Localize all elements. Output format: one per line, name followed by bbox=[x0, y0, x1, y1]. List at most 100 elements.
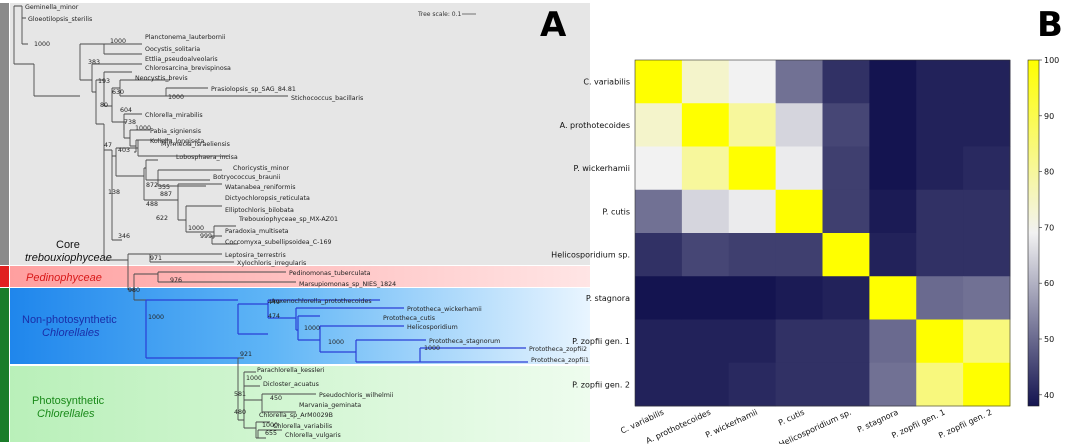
heatmap-cell bbox=[681, 233, 730, 277]
bootstrap-value: 999 bbox=[200, 233, 212, 240]
heatmap-row-label: P. zopfii gen. 2 bbox=[572, 380, 630, 389]
bootstrap-value: 403 bbox=[118, 147, 130, 154]
taxon-label: Stichococcus_bacillaris bbox=[291, 95, 363, 102]
colorbar bbox=[1027, 59, 1040, 407]
heatmap-cell bbox=[963, 362, 1011, 407]
heatmap-cell bbox=[963, 103, 1011, 147]
taxon-label: Chlorella_variabilis bbox=[273, 423, 332, 430]
heatmap bbox=[634, 59, 1011, 407]
heatmap-cell bbox=[869, 103, 917, 147]
heatmap-cell bbox=[728, 189, 777, 234]
heatmap-cell bbox=[775, 276, 823, 320]
colorbar-tick-label: 100 bbox=[1044, 56, 1059, 65]
taxon-label: Choricystis_minor bbox=[233, 165, 289, 172]
heatmap-cell bbox=[775, 60, 823, 104]
pedino-side-bar bbox=[0, 266, 9, 287]
taxon-label: Botryococcus_braunii bbox=[213, 174, 281, 181]
colorbar-ticks: 40 50 60 70 80 90 100 bbox=[1039, 56, 1059, 400]
heatmap-cell bbox=[963, 319, 1011, 364]
bootstrap-value: 630 bbox=[112, 89, 124, 96]
taxon-label: Xylochloris_irregularis bbox=[237, 260, 306, 267]
taxon-label: Myrmecia_israeliensis bbox=[161, 141, 230, 148]
heatmap-cell bbox=[822, 146, 870, 191]
bootstrap-value: 604 bbox=[120, 107, 132, 114]
heatmap-cell bbox=[916, 233, 964, 277]
taxon-label: Pedinomonas_tuberculata bbox=[289, 270, 371, 277]
taxon-label: Lobosphaera_incisa bbox=[176, 154, 238, 161]
heatmap-cell bbox=[728, 362, 777, 407]
tree-branches-chlorellales bbox=[145, 299, 528, 439]
heatmap-cell bbox=[916, 146, 964, 191]
taxon-label: Parachlorella_kessleri bbox=[257, 367, 325, 374]
bootstrap-value: 1000 bbox=[304, 325, 320, 332]
heatmap-cell bbox=[963, 60, 1011, 104]
bootstrap-value: 355 bbox=[158, 184, 170, 191]
heatmap-cell bbox=[635, 276, 683, 320]
taxon-label: Prototheca_wickerhamii bbox=[407, 306, 482, 313]
heatmap-cell bbox=[728, 233, 777, 277]
bootstrap-value: 655 bbox=[265, 430, 277, 437]
heatmap-cell bbox=[635, 60, 683, 104]
bootstrap-value: 1000 bbox=[262, 422, 278, 429]
photo-label-2: Chlorellales bbox=[37, 408, 95, 420]
heatmap-cell bbox=[916, 276, 964, 320]
taxon-label: Prasiolopsis_sp_SAG_84.81 bbox=[211, 86, 296, 93]
taxa-labels: Geminella_minor Gloeotilopsis_sterilis P… bbox=[25, 4, 589, 439]
heatmap-cell bbox=[681, 319, 730, 364]
taxon-label: Prototheca_zopfii2 bbox=[529, 346, 587, 353]
heatmap-row-label: P. zopfii gen. 1 bbox=[572, 337, 630, 346]
heatmap-row-label: A. prothotecoides bbox=[560, 121, 630, 130]
nonphoto-label: Non-photosynthetic bbox=[22, 314, 117, 326]
heatmap-frame bbox=[634, 59, 1011, 407]
heatmap-row-label: P. stagnora bbox=[586, 294, 630, 303]
heatmap-cell bbox=[963, 189, 1011, 234]
bootstrap-value: 1000 bbox=[110, 38, 126, 45]
heatmap-cell bbox=[775, 233, 823, 277]
heatmap-cell bbox=[963, 146, 1011, 191]
bootstrap-value: 1000 bbox=[188, 225, 204, 232]
core-label: Core bbox=[56, 239, 80, 251]
heatmap-cell bbox=[728, 60, 777, 104]
bootstrap-value: 971 bbox=[150, 255, 162, 262]
colorbar-tick-label: 40 bbox=[1044, 391, 1054, 400]
taxon-label: Planctonema_lauterbornii bbox=[145, 34, 226, 41]
heatmap-cell bbox=[916, 60, 964, 104]
bootstrap-values: 1000 1000 383 193 630 1000 80 604 738 10… bbox=[34, 38, 440, 437]
heatmap-cell bbox=[822, 103, 870, 147]
colorbar-tick-label: 70 bbox=[1044, 223, 1054, 232]
non-photosynthetic-band bbox=[10, 288, 590, 364]
tree-scale-label: Tree scale: 0.1 bbox=[417, 11, 462, 18]
pedino-label: Pedinophyceae bbox=[26, 272, 102, 284]
taxon-label: Trebouxiophyceae_sp_MX-AZ01 bbox=[238, 216, 338, 223]
bootstrap-value: 474 bbox=[268, 313, 280, 320]
heatmap-cell bbox=[635, 319, 683, 364]
heatmap-cell bbox=[728, 146, 777, 191]
taxon-label: Marvania_geminata bbox=[299, 402, 361, 409]
bootstrap-value: 1000 bbox=[424, 345, 440, 352]
heatmap-row-label: Helicosporidium sp. bbox=[551, 251, 630, 260]
heatmap-cell bbox=[963, 233, 1011, 277]
heatmap-cell bbox=[822, 233, 870, 277]
heatmap-cell bbox=[681, 189, 730, 234]
taxon-label: Chlorella_vulgaris bbox=[285, 432, 341, 439]
taxon-label: Geminella_minor bbox=[25, 4, 79, 11]
taxon-label: Marsupiomonas_sp_NIES_1824 bbox=[299, 281, 396, 288]
heatmap-cell bbox=[822, 189, 870, 234]
heatmap-cell bbox=[869, 362, 917, 407]
heatmap-cell bbox=[635, 146, 683, 191]
heatmap-cell bbox=[728, 103, 777, 147]
heatmap-cell bbox=[869, 146, 917, 191]
bootstrap-value: 1000 bbox=[34, 41, 50, 48]
panel-a: Core trebouxiophyceae Pedinophyceae Non-… bbox=[0, 3, 590, 442]
colorbar-tick-label: 50 bbox=[1044, 335, 1054, 344]
tree-branches bbox=[13, 5, 296, 301]
taxon-label: Prototheca_cutis bbox=[383, 315, 435, 322]
heatmap-cell bbox=[869, 276, 917, 320]
bootstrap-value: 980 bbox=[128, 287, 140, 294]
taxon-label: Neocystis_brevis bbox=[135, 75, 188, 82]
bootstrap-value: 1000 bbox=[246, 375, 262, 382]
heatmap-cell bbox=[681, 146, 730, 191]
colorbar-tick-label: 80 bbox=[1044, 168, 1054, 177]
